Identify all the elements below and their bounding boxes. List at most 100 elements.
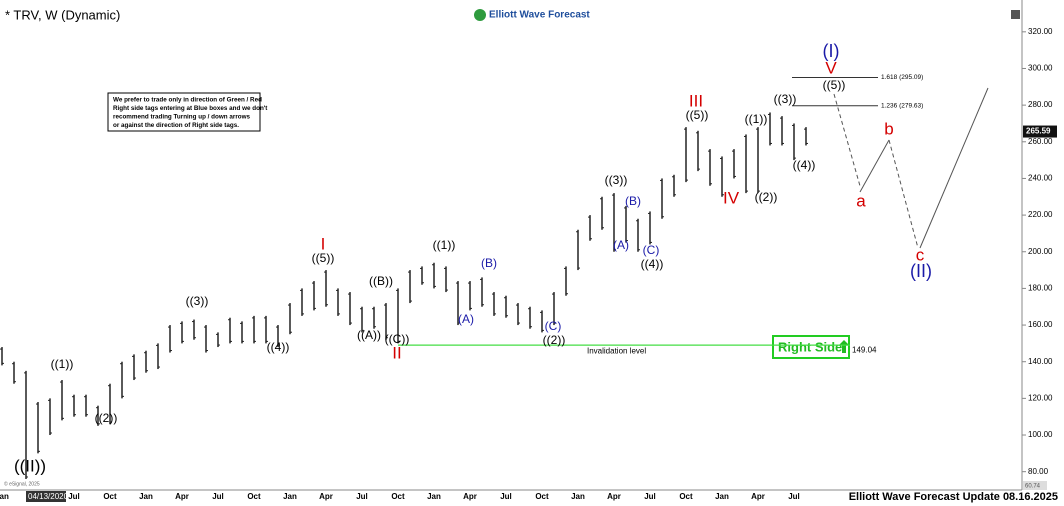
copyright: © eSignal, 2025 — [4, 480, 40, 487]
wave-label: c — [916, 245, 925, 264]
logo: Elliott Wave Forecast — [489, 10, 590, 21]
x-tick-label: Jul — [356, 492, 368, 501]
y-tick-label: 200.00 — [1028, 247, 1053, 256]
x-tick-label: Jan — [571, 492, 585, 501]
wave-label: ((5)) — [686, 108, 709, 122]
wave-label: V — [825, 58, 837, 77]
window-icon — [1011, 10, 1020, 19]
y-tick-label: 260.00 — [1028, 137, 1053, 146]
x-tick-label: Oct — [679, 492, 693, 501]
wave-label: ((II)) — [14, 456, 46, 475]
x-tick-label: Oct — [103, 492, 117, 501]
wave-label: ((5)) — [312, 251, 335, 265]
footer: Elliott Wave Forecast Update 08.16.2025 — [849, 491, 1058, 503]
cursor-date: 04/13/2020 — [28, 492, 69, 501]
right-side-label: Right Side — [778, 339, 842, 354]
y-tick-label: 300.00 — [1028, 64, 1053, 73]
chart-title: * TRV, W (Dynamic) — [5, 7, 120, 22]
y-tick-label: 120.00 — [1028, 393, 1053, 402]
y-tick-label: 240.00 — [1028, 174, 1053, 183]
wave-label: (A) — [613, 238, 629, 252]
wave-label: ((1)) — [433, 238, 456, 252]
x-tick-label: Apr — [463, 492, 477, 501]
wave-label: (C) — [643, 243, 660, 257]
projection — [859, 139, 890, 193]
wave-label: ((2)) — [755, 190, 778, 204]
note-line: Right side tags entering at Blue boxes a… — [113, 105, 268, 112]
wave-label: (C) — [545, 319, 562, 333]
note-line: recommend trading Turning up / down arro… — [113, 114, 251, 121]
logo-icon — [474, 9, 486, 21]
note-line: or against the direction of Right side t… — [113, 122, 239, 129]
wave-label: (A) — [458, 312, 474, 326]
axis-low: 60.74 — [1025, 484, 1041, 490]
x-tick-label: Apr — [607, 492, 621, 501]
x-tick-label: Oct — [535, 492, 549, 501]
x-tick-label: Jan — [0, 492, 9, 501]
y-tick-label: 160.00 — [1028, 320, 1053, 329]
last-price-box — [1023, 125, 1057, 138]
y-tick-label: 320.00 — [1028, 27, 1053, 36]
wave-label: ((1)) — [51, 357, 74, 371]
wave-label: ((4)) — [267, 340, 290, 354]
wave-label: ((3)) — [605, 173, 628, 187]
x-tick-label: Apr — [175, 492, 189, 501]
x-tick-label: Apr — [319, 492, 333, 501]
right-side-arrow — [839, 340, 849, 353]
wave-label: a — [856, 191, 866, 210]
wave-label: I — [321, 234, 326, 253]
wave-label: III — [689, 91, 703, 110]
x-tick-label: Jul — [788, 492, 800, 501]
x-tick-label: Jan — [427, 492, 441, 501]
x-tick-label: Jul — [212, 492, 224, 501]
wave-label: (B) — [481, 256, 497, 270]
wave-label: II — [392, 343, 401, 362]
y-tick-label: 220.00 — [1028, 210, 1053, 219]
cursor-date-box — [26, 491, 66, 502]
invalidation-text: Invalidation level — [587, 346, 646, 355]
fib-label: 1.236 (279.63) — [881, 103, 923, 110]
x-tick-label: Oct — [391, 492, 405, 501]
y-tick-label: 280.00 — [1028, 100, 1053, 109]
y-tick-label: 100.00 — [1028, 430, 1053, 439]
wave-label: ((3)) — [774, 92, 797, 106]
x-tick-label: Jul — [644, 492, 656, 501]
axis-low-box — [1023, 481, 1047, 490]
wave-label: (I) — [823, 41, 840, 61]
wave-label: ((5)) — [823, 78, 846, 92]
wave-label: ((B)) — [369, 274, 393, 288]
wave-label: ((4)) — [641, 257, 664, 271]
wave-label: (B) — [625, 194, 641, 208]
wave-label: ((C)) — [385, 332, 410, 346]
fib-label: 1.618 (295.09) — [881, 74, 923, 81]
x-tick-label: Jan — [283, 492, 297, 501]
y-tick-label: 180.00 — [1028, 284, 1053, 293]
x-tick-label: Jan — [139, 492, 153, 501]
right-side-box — [772, 335, 850, 359]
invalidation-value: 149.04 — [852, 345, 877, 354]
wave-label: ((A)) — [357, 328, 381, 342]
note-line: We prefer to trade only in direction of … — [113, 97, 262, 104]
wave-label: ((3)) — [186, 294, 209, 308]
last-price: 265.59 — [1026, 127, 1051, 136]
y-tick-label: 140.00 — [1028, 357, 1053, 366]
wave-label: (II) — [910, 261, 932, 281]
projection — [888, 139, 919, 249]
x-tick-label: Oct — [247, 492, 261, 501]
wave-label: ((2)) — [543, 333, 566, 347]
x-tick-label: Apr — [751, 492, 765, 501]
note-box — [107, 92, 261, 132]
wave-label: ((2)) — [95, 411, 118, 425]
note: We prefer to trade only in direction of … — [113, 97, 268, 130]
wave-label: IV — [723, 188, 740, 207]
x-tick-label: Jul — [68, 492, 80, 501]
x-tick-label: Jul — [500, 492, 512, 501]
x-tick-label: Jan — [715, 492, 729, 501]
wave-label: ((1)) — [745, 112, 768, 126]
wave-label: b — [884, 119, 893, 138]
wave-label: ((4)) — [793, 158, 816, 172]
y-tick-label: 80.00 — [1028, 467, 1049, 476]
projection — [833, 93, 861, 187]
